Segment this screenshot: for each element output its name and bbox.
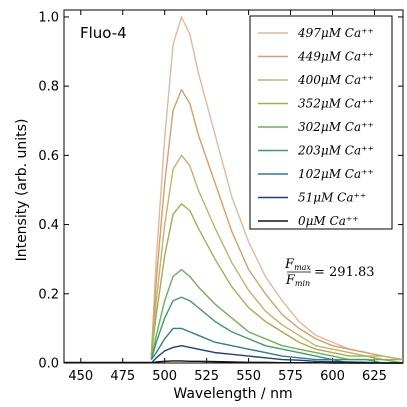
y-axis-label: Intensity (arb. units) [14,119,30,262]
series-line [150,88,404,361]
legend-entry: 400μM Ca⁺⁺ [297,73,374,87]
legend-entry: 51μM Ca⁺⁺ [298,191,366,205]
x-tick-label: 575 [278,369,303,384]
x-tick-label: 550 [236,369,261,384]
legend-entry: 352μM Ca⁺⁺ [298,97,374,111]
x-tick-label: 475 [110,369,135,384]
ratio-denominator: Fmin [285,273,310,288]
y-tick-label: 0.8 [38,80,59,95]
legend-entry: 302μM Ca⁺⁺ [298,120,374,134]
series-line [150,203,403,361]
x-tick-label: 625 [362,369,387,384]
chart-title: Fluo-4 [80,24,127,42]
y-tick-label: 0.6 [38,149,59,164]
y-tick-label: 0.0 [38,357,59,372]
legend-entry: 0μM Ca⁺⁺ [298,214,359,228]
x-tick-label: 450 [68,369,93,384]
legend-entry: 203μM Ca⁺⁺ [297,144,374,158]
axis-ticks: 450 475 500 525 550 575 600 625 0.0 0.2 0.4 0.6 0.8 1… [38,10,403,384]
ratio-numerator: Fmax [284,257,311,272]
y-tick-label: 0.2 [38,287,59,302]
series-line [150,327,403,364]
series-line [150,154,404,361]
x-tick-label: 500 [152,369,177,384]
series-layer [64,16,404,364]
series-line [150,345,403,364]
ratio-value: = 291.83 [314,265,375,280]
x-tick-label: 525 [194,369,219,384]
series-line [150,296,403,364]
x-tick-label: 600 [320,369,345,384]
plot-frame [63,9,404,364]
ratio-annotation: Fmax Fmin = 291.83 [284,257,374,288]
legend-entry: 102μM Ca⁺⁺ [298,167,374,181]
legend-entry: 449μM Ca⁺⁺ [297,50,374,64]
x-axis-label: Wavelength / nm [173,386,292,402]
legend-entry: 497μM Ca⁺⁺ [297,26,374,40]
series-line [151,360,403,364]
plot-area [63,9,404,364]
legend-frame [249,15,393,230]
y-tick-label: 0.4 [38,218,59,233]
y-tick-label: 1.0 [38,10,59,25]
series-line [150,268,404,364]
legend: 497μM Ca⁺⁺ 449μM Ca⁺⁺ 400μM Ca⁺⁺ 352μM Ca⁺⁺… [249,15,393,230]
